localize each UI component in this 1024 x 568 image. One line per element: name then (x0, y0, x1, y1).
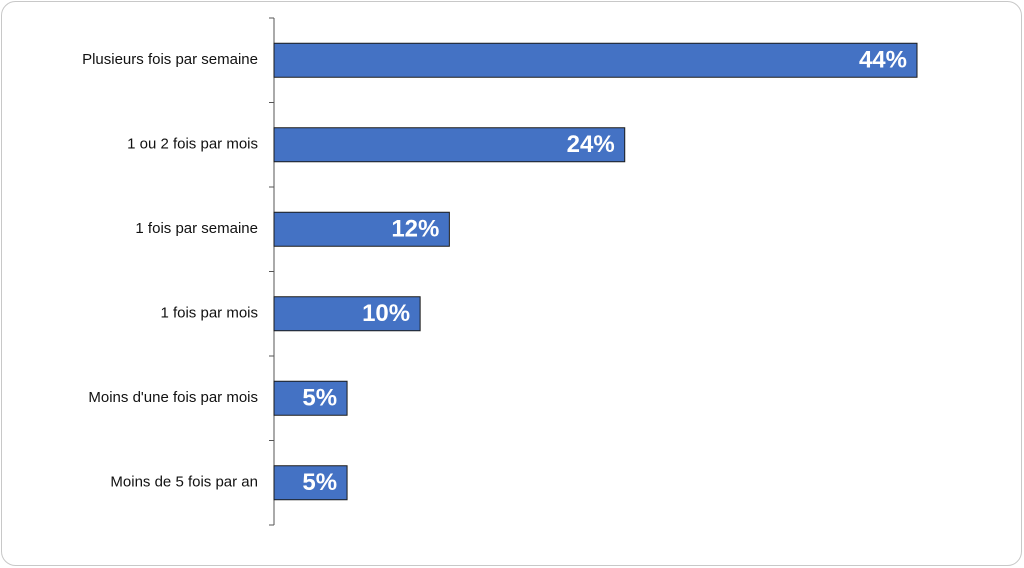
bar (273, 211, 450, 247)
value-label: 10% (362, 300, 410, 327)
value-label: 24% (567, 131, 615, 158)
bar (273, 296, 421, 332)
bar (273, 465, 348, 501)
category-label: Moins de 5 fois par an (110, 474, 258, 491)
category-label: 1 fois par mois (160, 305, 258, 322)
value-label: 44% (859, 47, 907, 74)
bar (273, 42, 918, 78)
category-label: 1 fois par semaine (135, 220, 258, 237)
category-label: Plusieurs fois par semaine (82, 51, 258, 68)
category-label: Moins d'une fois par mois (88, 389, 258, 406)
bar (273, 127, 626, 163)
value-label: 5% (302, 385, 337, 412)
bar (273, 380, 348, 416)
value-label: 5% (302, 469, 337, 496)
value-label: 12% (391, 216, 439, 243)
category-label: 1 ou 2 fois par mois (127, 136, 258, 153)
